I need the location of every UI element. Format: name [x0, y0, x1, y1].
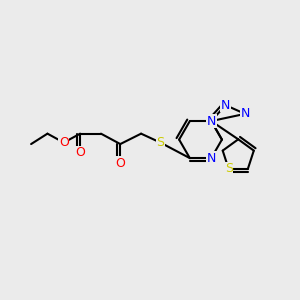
Text: O: O	[75, 146, 85, 160]
Text: O: O	[59, 136, 69, 149]
Text: N: N	[206, 152, 216, 165]
Text: S: S	[156, 136, 164, 149]
Text: O: O	[115, 157, 125, 170]
Text: N: N	[240, 107, 250, 120]
Text: N: N	[206, 115, 216, 128]
Text: S: S	[225, 162, 232, 176]
Text: N: N	[221, 99, 230, 112]
